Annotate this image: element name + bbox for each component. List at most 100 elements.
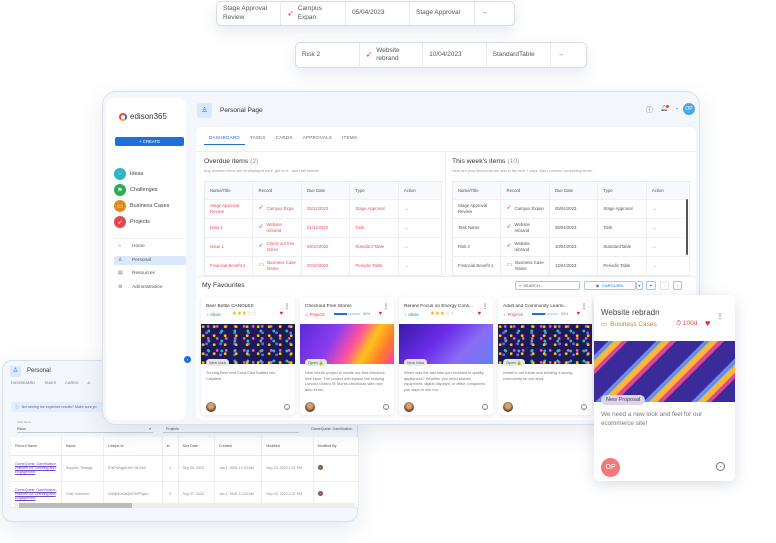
star-icon[interactable]: ☆ (449, 311, 455, 317)
view-dropdown-button[interactable]: ▾ (636, 281, 643, 290)
star-icon[interactable]: ★ (430, 311, 435, 317)
favourite-heart-icon[interactable]: ♥ (705, 318, 711, 328)
favourite-card[interactable]: Checkout Free Stores ⋮ ➶ Projects 50% ♥ Open … (300, 297, 394, 415)
table-row[interactable]: Stage Approval Review ➶ Campus Expa 25/12/2… (205, 199, 441, 219)
briefcase-icon: ▭ (114, 200, 126, 212)
week-scrollbar[interactable] (686, 199, 688, 255)
star-icon[interactable]: ★ (232, 311, 237, 317)
tab-dashboard[interactable]: DASHBOARD (11, 381, 36, 385)
tab-items[interactable]: ITEMS (342, 135, 358, 140)
sidebar-item-resources[interactable]: ▤ Resources (114, 269, 186, 278)
more-options-icon[interactable]: ⋮ (717, 314, 723, 320)
scrollbar-thumb[interactable] (19, 503, 132, 508)
action-arrow[interactable]: → (646, 256, 689, 275)
favourite-card[interactable]: Adult and Community Learni... ⋮ ➶ Projects… (498, 297, 592, 415)
star-icon[interactable]: ★ (439, 311, 445, 317)
more-options-icon[interactable]: ⋮ (284, 304, 290, 310)
action-arrow[interactable]: → (646, 237, 689, 257)
star-icon[interactable]: ★ (236, 311, 242, 317)
more-options-icon[interactable]: ⋮ (581, 304, 587, 310)
create-button[interactable]: + CREATE (115, 137, 184, 146)
table-row[interactable]: Task Name ➶ Website rebrand 05/04/2023 Task → (453, 218, 689, 238)
expand-icon[interactable]: ⌄ (716, 462, 725, 471)
sidebar-category-ideas[interactable]: ◌ Ideas (114, 168, 143, 180)
arrow-right-icon[interactable]: → (481, 9, 488, 17)
expand-icon[interactable]: ⌄ (383, 404, 389, 410)
menu-label: Home (132, 244, 145, 249)
table-name-select[interactable]: Table Name Risks ▾ (17, 421, 153, 433)
arrow-right-icon[interactable]: → (557, 50, 564, 58)
sidebar-item-administration[interactable]: ⚙ Administration (114, 283, 186, 292)
tab-tasks[interactable]: TASKS (249, 135, 266, 140)
table-row[interactable]: Financial Benefit 1 ▭ Business Case Name 13… (453, 256, 689, 275)
star-icon[interactable]: ★ (241, 311, 247, 317)
favourite-heart-icon[interactable]: ♥ (378, 311, 382, 317)
notification-bell-icon[interactable]: 🔔︎ (660, 105, 669, 112)
tab-approvals[interactable]: APPROVALS (302, 135, 333, 140)
record-name: Campus Expa (266, 206, 294, 212)
table-row[interactable]: Financial Benefit 2 ▭ Business Case Name 20… (205, 256, 441, 275)
favourite-card[interactable]: Beer Bottle CANDLES ⋮ ♀ Ideas ★ ★ ★ ☆ ☆ ♥ New Ide… (201, 297, 295, 415)
tab-cards[interactable]: CARDS (275, 135, 293, 140)
tab-more[interactable]: A (87, 381, 91, 385)
floating-item-row-2[interactable]: Risk 2 ➶ Website rebrand 10/04/2023 Stand… (295, 42, 587, 68)
sidebar-category-challenges[interactable]: ⚑ Challenges (114, 184, 158, 196)
search-placeholder: SEARCH... (523, 283, 544, 288)
table-row[interactable]: Stage Approval Review ➶ Campus Expan 05/04/… (453, 199, 689, 219)
action-arrow[interactable]: → (398, 256, 441, 275)
star-icon[interactable]: ★ (434, 311, 440, 317)
table-row[interactable]: GameQuest: Gamification Platform for Lea… (11, 455, 360, 482)
card-category: ➶ Projects (305, 312, 331, 317)
help-icon[interactable]: ⓘ (646, 107, 653, 114)
table-row[interactable]: Data 2 ➶ Website rebrand 01/11/2022 Task → (205, 218, 441, 238)
sidebar-item-personal[interactable]: ♙ Personal (114, 255, 186, 265)
briefcase-icon: ▭ (601, 321, 608, 328)
search-input[interactable]: ⌕ SEARCH... (515, 281, 580, 290)
action-arrow[interactable]: → (398, 199, 441, 219)
favourite-card[interactable]: Renew Focus on Energy Cons... ⋮ ♀ Ideas ★ ★ ★… (399, 297, 493, 415)
user-avatar[interactable]: OP (683, 103, 695, 115)
record-link[interactable]: GameQuest: Gamification Platform for Lea… (15, 488, 57, 500)
tab-dashboard[interactable]: DASHBOARD (204, 133, 245, 145)
tab-cards[interactable]: CARDS (65, 381, 79, 385)
tab-tasks[interactable]: TASKS (44, 381, 57, 385)
record-cell: ▭ Business Case Name (258, 260, 295, 271)
horizontal-scrollbar[interactable] (15, 503, 355, 508)
item-due: 05/04/2023 (346, 2, 410, 25)
next-button[interactable]: › (673, 281, 682, 290)
record-select[interactable]: GameQuest: Gamification (309, 424, 359, 433)
more-options-icon[interactable]: ⋮ (482, 304, 488, 310)
star-icon[interactable]: ☆ (251, 311, 257, 317)
action-arrow[interactable]: → (398, 237, 441, 257)
chevron-down-icon[interactable]: ⌄ (675, 105, 680, 111)
record-link[interactable]: GameQuest: Gamification Platform for Lea… (15, 462, 57, 474)
table-row[interactable]: Risk 2 ➶ Website rebrand 10/04/2023 Standard… (453, 237, 689, 257)
sidebar-item-home[interactable]: ⌂ Home (114, 242, 186, 251)
table-row[interactable]: Issue 1 ➶ Check out free stores 29/10/2022 S… (205, 237, 441, 257)
action-arrow[interactable]: → (398, 218, 441, 238)
page-icon: ♙ (197, 103, 212, 118)
card-category: ➶ Projects (503, 312, 529, 317)
view-carousel-button[interactable]: ◉ CAROUSEL (584, 281, 636, 290)
sidebar-category-business-cases[interactable]: ▭ Business Cases (114, 200, 169, 212)
star-icon[interactable]: ☆ (246, 311, 252, 317)
favourite-heart-icon[interactable]: ♥ (279, 311, 283, 317)
feature-card[interactable]: Website rebradn ▭ Business Cases ⏱ 100d ♥… (594, 295, 735, 481)
previous-button[interactable]: ‹ (660, 281, 669, 290)
week-count: (10) (507, 158, 520, 165)
overdue-subtitle: Any overdue items will be displayed here… (204, 169, 320, 173)
collapse-sidebar-button[interactable]: ‹ (184, 356, 191, 363)
sidebar-category-projects[interactable]: ➶ Projects (114, 216, 150, 228)
action-arrow[interactable]: → (646, 218, 689, 238)
projects-select[interactable]: Projects (163, 424, 299, 433)
action-arrow[interactable]: → (646, 199, 689, 219)
expand-icon[interactable]: ⌄ (581, 404, 587, 410)
more-options-icon[interactable]: ⋮ (383, 304, 389, 310)
star-icon[interactable]: ☆ (444, 311, 450, 317)
expand-icon[interactable]: ⌄ (482, 404, 488, 410)
floating-item-row-1[interactable]: Stage Approval Review ➶ Campus Expan 05/0… (216, 1, 515, 26)
favourite-heart-icon[interactable]: ♥ (576, 311, 580, 317)
expand-icon[interactable]: ⌄ (284, 404, 290, 410)
filter-button[interactable]: ⏷ (646, 281, 656, 290)
favourite-heart-icon[interactable]: ♥ (477, 311, 481, 317)
